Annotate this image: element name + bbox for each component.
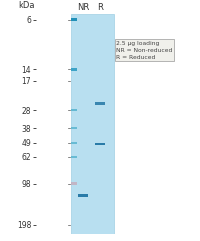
Bar (71, 127, 77, 129)
Bar (71, 156, 77, 158)
Bar (71, 18, 77, 21)
Bar (78, 194, 88, 197)
Text: kDa: kDa (18, 1, 35, 10)
Bar (71, 142, 77, 144)
Bar (71, 182, 77, 185)
Bar (95, 143, 105, 145)
Text: 2.5 μg loading
NR = Non-reduced
R = Reduced: 2.5 μg loading NR = Non-reduced R = Redu… (116, 41, 173, 60)
Bar (71, 68, 77, 71)
Bar (71, 109, 77, 111)
Bar (95, 102, 105, 105)
Bar (71, 14, 114, 234)
